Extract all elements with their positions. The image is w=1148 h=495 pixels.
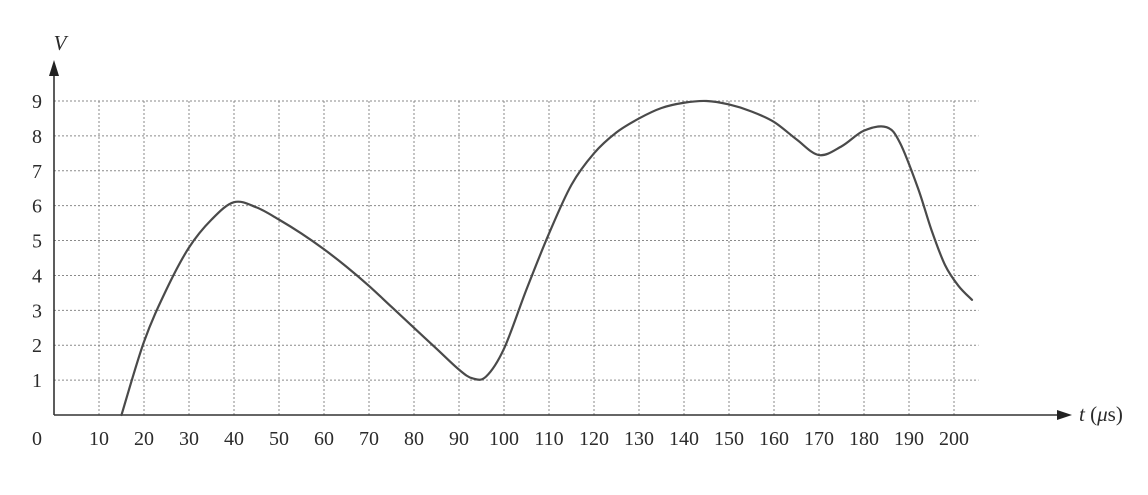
x-axis-unit-mu: μ (1096, 402, 1108, 426)
series-line-1 (120, 99, 974, 417)
x-axis-arrowhead (1057, 410, 1072, 420)
x-tick-label: 40 (224, 428, 244, 450)
x-tick-label: 100 (489, 428, 519, 450)
series-layer (120, 99, 974, 417)
x-tick-label: 60 (314, 428, 334, 450)
x-tick-label: 30 (179, 428, 199, 450)
y-tick-label: 6 (32, 196, 42, 218)
y-tick-label: 7 (32, 161, 42, 183)
y-tick-label: 9 (32, 91, 42, 113)
x-tick-label: 110 (534, 428, 563, 450)
origin-label: 0 (32, 428, 42, 450)
x-tick-label: 160 (759, 428, 789, 450)
x-tick-label: 180 (849, 428, 879, 450)
x-tick-label: 20 (134, 428, 154, 450)
x-tick-label: 90 (449, 428, 469, 450)
x-tick-label: 80 (404, 428, 424, 450)
x-tick-label: 140 (669, 428, 699, 450)
y-tick-label: 1 (32, 370, 42, 392)
x-tick-label: 10 (89, 428, 109, 450)
x-axis-var: t (1079, 402, 1086, 426)
x-axis-title: t (μs) (1079, 402, 1123, 426)
y-tick-label: 2 (32, 335, 42, 357)
y-tick-label: 4 (32, 265, 42, 287)
x-tick-label: 70 (359, 428, 379, 450)
x-tick-label: 120 (579, 428, 609, 450)
x-tick-label: 50 (269, 428, 289, 450)
y-tick-label: 8 (32, 126, 42, 148)
x-axis-unit-open: ( (1085, 402, 1097, 426)
x-tick-label: 150 (714, 428, 744, 450)
y-tick-label: 5 (32, 231, 42, 253)
x-axis-unit-text: s) (1108, 402, 1123, 426)
y-axis-title: V (54, 31, 69, 55)
y-tick-labels: 1 2 3 4 5 6 7 8 9 (32, 91, 42, 392)
y-tick-label: 3 (32, 300, 42, 322)
x-tick-label: 170 (804, 428, 834, 450)
axes (49, 60, 1072, 420)
vertical-gridlines (98, 101, 955, 415)
x-tick-labels: 10 20 30 40 50 60 70 80 90 100 110 120 130 140 150 160 1… (89, 428, 969, 450)
x-tick-label: 190 (894, 428, 924, 450)
x-tick-label: 200 (939, 428, 969, 450)
y-axis-arrowhead (49, 60, 59, 76)
x-tick-label: 130 (624, 428, 654, 450)
